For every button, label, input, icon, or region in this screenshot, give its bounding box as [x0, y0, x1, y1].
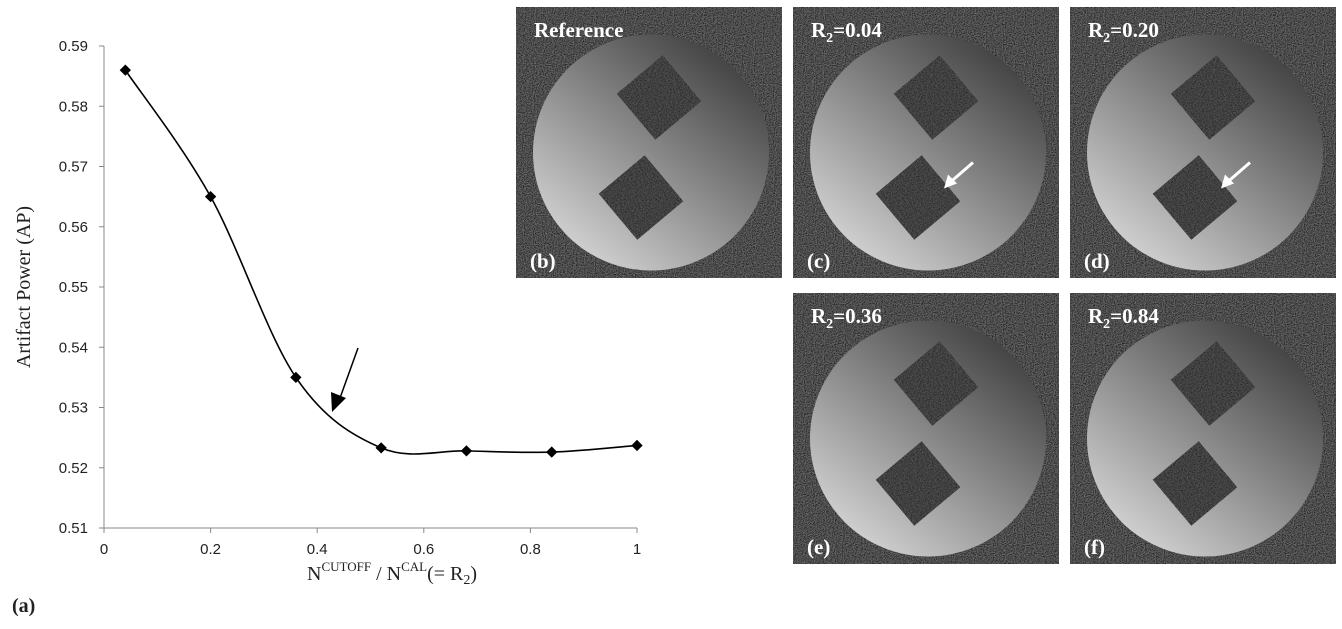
panel-label: (f)	[1084, 535, 1105, 559]
point	[205, 191, 216, 202]
x-label-part: CAL	[401, 559, 427, 574]
image-panel: R2=0.84 (f)	[1070, 293, 1336, 564]
image-panel: R2=0.04 (c)	[793, 7, 1059, 278]
panel-title: R2=0.36	[811, 304, 882, 332]
panel-label: (c)	[807, 249, 830, 273]
title-sub: 2	[826, 31, 833, 46]
image-panels: Reference(b)R2=0.04(c)R2=0.20(d)R2=0.36(…	[516, 7, 1336, 564]
x-label-part: (= R	[427, 563, 464, 585]
y-tick-label: 0.59	[59, 38, 88, 55]
panel-title: R2=0.20	[1088, 18, 1159, 46]
arrow-head	[331, 392, 346, 412]
y-tick-label: 0.54	[59, 339, 88, 356]
panel-title: R2=0.04	[811, 18, 882, 46]
x-label-part: CUTOFF	[321, 559, 371, 574]
panel-title: Reference	[534, 18, 623, 42]
image-panel: R2=0.20 (d)	[1070, 7, 1336, 278]
image-panel: Reference (b)	[516, 7, 782, 278]
figure: 0.51 0.52 0.53 0.54 0.55 0.56 0.57 0.58 0.59 0 0.2…	[0, 0, 1342, 629]
x-tick-label: 0.6	[413, 541, 434, 558]
panel-title: R2=0.84	[1088, 304, 1159, 332]
x-label-part: / N	[371, 563, 401, 585]
x-tick-label: 0.8	[520, 541, 541, 558]
title-main: R	[811, 304, 827, 328]
title-rest: =0.84	[1110, 304, 1159, 328]
panel-label: (e)	[807, 535, 830, 559]
title-rest: =0.04	[833, 18, 882, 42]
panel-label: (d)	[1084, 249, 1110, 273]
point	[546, 446, 557, 457]
x-tick-label: 0.4	[307, 541, 328, 558]
y-tick-label: 0.53	[59, 400, 88, 417]
panel-label: (a)	[12, 595, 35, 617]
title-sub: 2	[1103, 31, 1110, 46]
y-tick-label: 0.58	[59, 98, 88, 115]
y-axis-label: Artifact Power (AP)	[13, 206, 35, 368]
x-label-part: )	[470, 563, 477, 585]
y-tick-label: 0.56	[59, 219, 88, 236]
point	[631, 440, 642, 451]
y-tick-label: 0.51	[59, 520, 88, 537]
title-main: R	[1088, 304, 1104, 328]
title-sub: 2	[1103, 317, 1110, 332]
y-tick-label: 0.57	[59, 159, 88, 176]
x-label-part: N	[307, 563, 321, 585]
title-main: R	[811, 18, 827, 42]
y-tick-label: 0.55	[59, 279, 88, 296]
title-rest: =0.20	[1110, 18, 1159, 42]
panel-label: (b)	[530, 249, 556, 273]
point	[376, 442, 387, 453]
point	[120, 64, 131, 75]
title-rest: =0.36	[833, 304, 882, 328]
x-tick-label: 0.2	[200, 541, 221, 558]
title-main: R	[1088, 18, 1104, 42]
x-label-part: 2	[463, 573, 470, 588]
x-tick-label: 0	[100, 541, 108, 558]
y-tick-label: 0.52	[59, 460, 88, 477]
point	[290, 372, 301, 383]
image-panel: R2=0.36 (e)	[793, 293, 1059, 564]
arrow	[340, 348, 358, 398]
point	[461, 445, 472, 456]
x-tick-label: 1	[633, 541, 641, 558]
title-sub: 2	[826, 317, 833, 332]
x-axis-label: NCUTOFF / NCAL(= R2)	[307, 559, 477, 588]
